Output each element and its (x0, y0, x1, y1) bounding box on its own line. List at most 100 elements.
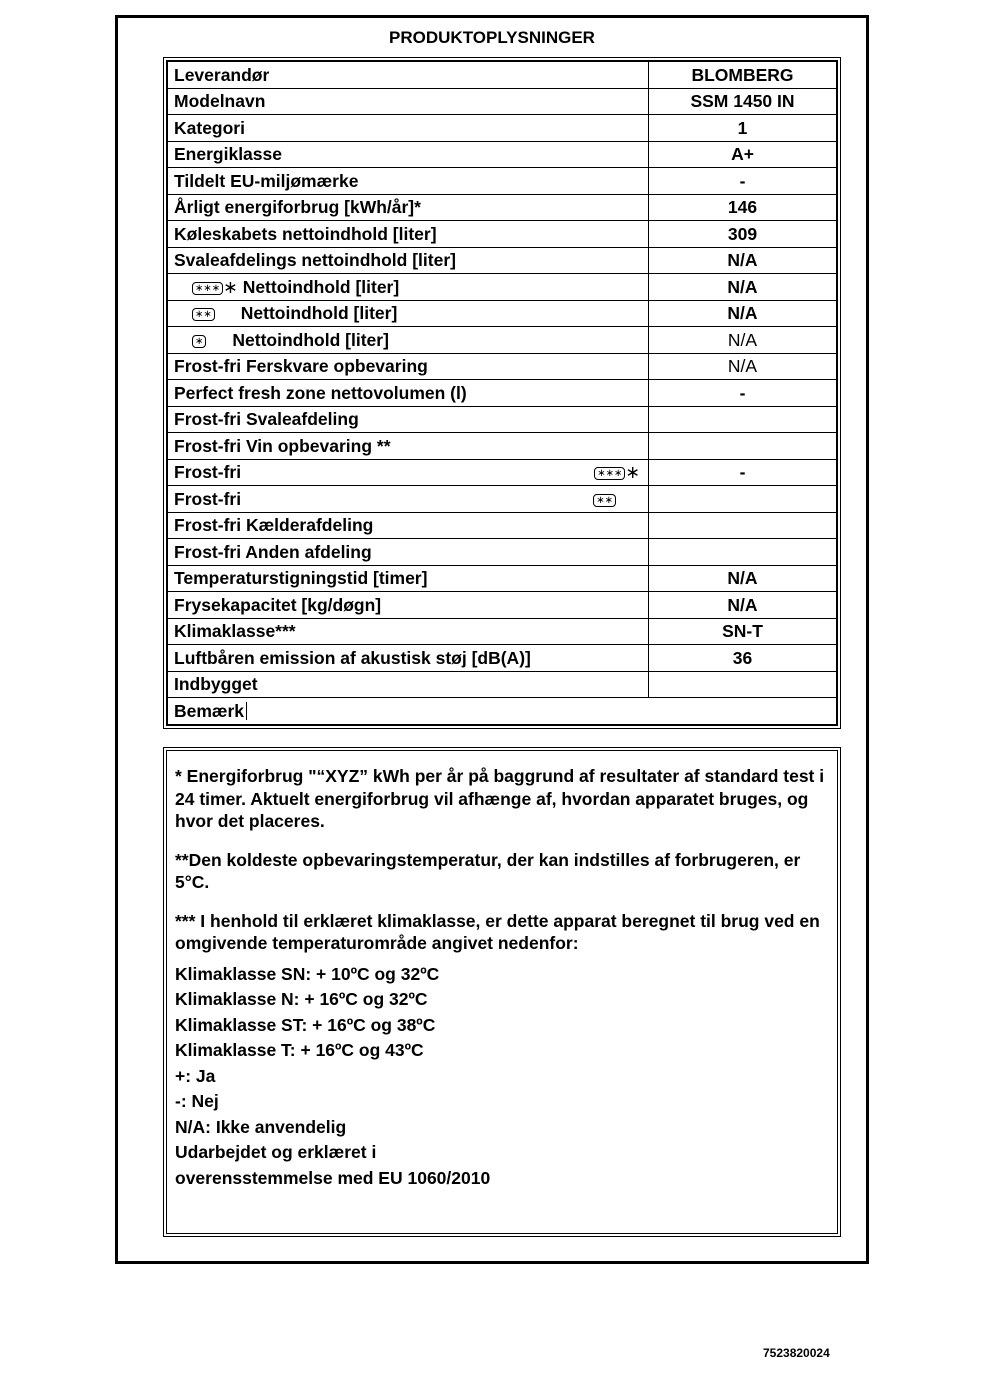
table-row: ∗∗ Nettoindhold [liter] N/A (167, 299, 837, 327)
row-label: Nettoindhold [liter] (240, 303, 398, 324)
table-row: ∗ Nettoindhold [liter] N/A (167, 326, 837, 354)
note-line: N/A: Ikke anvendelig (175, 1116, 347, 1137)
row-label-cell: Frost-fri ∗∗∗ ∗ (167, 458, 649, 486)
table-row: Temperaturstigningstid [timer] N/A (167, 564, 837, 592)
table-row: Frost-fri Anden afdeling (167, 538, 837, 566)
row-label-cell: Frost-fri Svaleafdeling (167, 405, 649, 433)
row-label: Klimaklasse*** (174, 621, 296, 642)
row-label: Perfect fresh zone nettovolumen (l) (174, 382, 467, 403)
note-line: Klimaklasse N: + 16ºC og 32ºC (175, 989, 428, 1009)
table-row: Luftbåren emission af akustisk støj [dB(… (167, 644, 837, 672)
table-row: Køleskabets nettoindhold [liter] 309 (167, 220, 837, 248)
star-extra-icon: ∗ (223, 276, 238, 297)
table-row: Svaleafdelings nettoindhold [liter] N/A (167, 246, 837, 274)
row-value (648, 538, 837, 566)
table-row: Frysekapacitet [kg/døgn] N/A (167, 591, 837, 619)
note-line: Klimaklasse ST: + 16ºC og 38ºC (175, 1014, 436, 1035)
row-value: 146 (648, 193, 837, 221)
row-value: A+ (648, 140, 837, 168)
row-label-cell: Frysekapacitet [kg/døgn] (167, 591, 649, 619)
note-energy: * Energiforbrug "“XYZ” kWh per år på bag… (175, 766, 825, 831)
row-label: Modelnavn (174, 91, 266, 112)
table-row: Frost-fri ∗∗ (167, 485, 837, 513)
row-label: Køleskabets nettoindhold [liter] (174, 223, 437, 244)
note-wine: **Den koldeste opbevaringstemperatur, de… (175, 849, 801, 893)
row-label-cell: ∗ Nettoindhold [liter] (167, 326, 649, 354)
table-row: Klimaklasse*** SN-T (167, 617, 837, 645)
table-row: Kategori 1 (167, 114, 837, 142)
product-table: Leverandør BLOMBERG Modelnavn SSM 1450 IN Ka… (163, 57, 841, 729)
row-value: BLOMBERG (648, 61, 837, 89)
row-label-cell: Frost-fri ∗∗ (167, 485, 649, 513)
row-value (648, 485, 837, 513)
row-value: N/A (648, 326, 837, 354)
row-label: Frysekapacitet [kg/døgn] (174, 594, 382, 615)
row-label: Frost-fri Anden afdeling (174, 541, 372, 562)
freezer-star-icon: ∗ (192, 334, 207, 348)
row-label-cell: Tildelt EU-miljømærke (167, 167, 649, 195)
row-label-cell: ∗∗ Nettoindhold [liter] (167, 299, 649, 327)
row-label: Frost-fri Svaleafdeling (174, 409, 359, 430)
sheet-title: PRODUKTOPLYSNINGER (389, 28, 595, 47)
row-label-cell: Temperaturstigningstid [timer] (167, 564, 649, 592)
note-line: Udarbejdet og erklæret i (175, 1142, 377, 1162)
row-value (648, 432, 837, 460)
row-label: Indbygget (174, 674, 258, 695)
note-line: Klimaklasse T: + 16ºC og 43ºC (175, 1040, 424, 1060)
row-value: 1 (648, 114, 837, 142)
row-value: N/A (648, 299, 837, 327)
row-label-cell: Bemærk (167, 697, 837, 725)
row-value: N/A (648, 352, 837, 380)
row-label-cell: Årligt energiforbrug [kWh/år]* (167, 193, 649, 221)
row-label-cell: ∗∗∗ ∗ Nettoindhold [liter] (167, 273, 649, 301)
row-label: Frost-fri Kælderafdeling (174, 515, 374, 536)
table-row: Leverandør BLOMBERG (167, 61, 837, 89)
row-label: Kategori (174, 117, 245, 138)
row-label-cell: Indbygget (167, 670, 649, 698)
note-line: +: Ja (175, 1065, 216, 1086)
table-row: Frost-fri ∗∗∗ ∗ - (167, 458, 837, 486)
table-row: Modelnavn SSM 1450 IN (167, 87, 837, 115)
row-label: Nettoindhold [liter] (232, 329, 389, 350)
table-row: Tildelt EU-miljømærke - (167, 167, 837, 195)
table-row: Perfect fresh zone nettovolumen (l) - (167, 379, 837, 407)
table-row: Frost-fri Kælderafdeling (167, 511, 837, 539)
row-value: 36 (648, 644, 837, 672)
table-row: Årligt energiforbrug [kWh/år]* 146 (167, 193, 837, 221)
table-row: Energiklasse A+ (167, 140, 837, 168)
row-value: N/A (648, 591, 837, 619)
table-row: Frost-fri Ferskvare opbevaring N/A (167, 352, 837, 380)
row-value: SN-T (648, 617, 837, 645)
note-line: overensstemmelse med EU 1060/2010 (175, 1167, 491, 1188)
row-value: 309 (648, 220, 837, 248)
row-label: Tildelt EU-miljømærke (174, 170, 359, 191)
row-label: Svaleafdelings nettoindhold [liter] (174, 250, 456, 271)
row-value (648, 511, 837, 539)
note-line: Klimaklasse SN: + 10ºC og 32ºC (175, 963, 440, 984)
row-label: Årligt energiforbrug [kWh/år]* (174, 197, 421, 218)
row-label-cell: Energiklasse (167, 140, 649, 168)
row-label: Leverandør (174, 64, 270, 85)
row-label: Bemærk (174, 701, 248, 720)
row-label: Luftbåren emission af akustisk støj [dB(… (174, 647, 531, 668)
row-value: SSM 1450 IN (648, 87, 837, 115)
footnotes-box: * Energiforbrug "“XYZ” kWh per år på bag… (163, 747, 841, 1237)
note-climate: *** I henhold til erklæret klimaklasse, … (175, 910, 820, 954)
row-label-cell: Kategori (167, 114, 649, 142)
row-value (648, 670, 837, 698)
row-label-cell: Modelnavn (167, 87, 649, 115)
row-value: N/A (648, 246, 837, 274)
table-row: Frost-fri Vin opbevaring ** (167, 432, 837, 460)
row-label-cell: Frost-fri Kælderafdeling (167, 511, 649, 539)
table-row: Bemærk (167, 697, 837, 725)
row-label-cell: Leverandør (167, 61, 649, 89)
freezer-star-icon: ∗∗ (192, 308, 215, 322)
row-label-cell: Perfect fresh zone nettovolumen (l) (167, 379, 649, 407)
row-label-cell: Frost-fri Vin opbevaring ** (167, 432, 649, 460)
row-label: Frost-fri Vin opbevaring ** (174, 435, 391, 456)
row-label-cell: Køleskabets nettoindhold [liter] (167, 220, 649, 248)
row-value: - (648, 458, 837, 486)
note-line: -: Nej (175, 1091, 219, 1111)
row-label: Nettoindhold [liter] (242, 276, 400, 297)
